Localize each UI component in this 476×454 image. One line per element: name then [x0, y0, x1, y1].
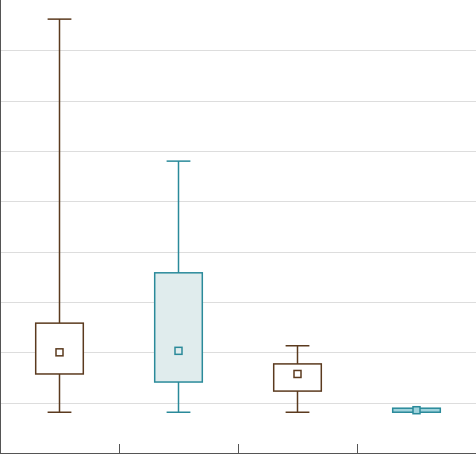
mean-marker: [55, 348, 64, 357]
box: [153, 272, 204, 383]
box: [34, 322, 85, 375]
mean-marker: [293, 369, 302, 379]
mean-marker: [412, 405, 421, 415]
mean-marker: [174, 346, 183, 356]
